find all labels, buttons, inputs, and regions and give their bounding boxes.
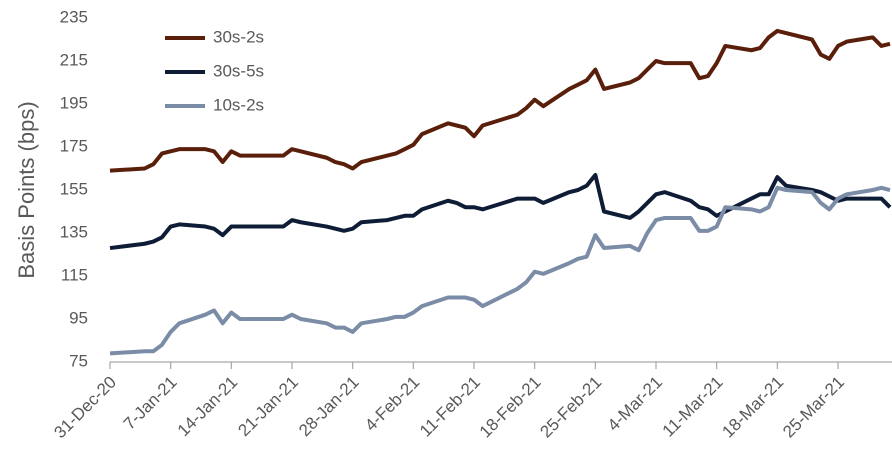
x-tick-label: 14-Jan-21 bbox=[174, 373, 242, 441]
legend-label: 30s-5s bbox=[213, 61, 264, 80]
x-tick-label: 25-Mar-21 bbox=[779, 373, 848, 442]
y-tick-label: 195 bbox=[60, 93, 88, 112]
y-tick-label: 175 bbox=[60, 136, 88, 155]
y-tick-label: 155 bbox=[60, 179, 88, 198]
x-tick-label: 4-Feb-21 bbox=[361, 373, 423, 435]
series-line bbox=[109, 28, 891, 173]
x-tick-label: 11-Feb-21 bbox=[416, 373, 484, 441]
x-tick-label: 28-Jan-21 bbox=[295, 373, 363, 441]
y-axis-label: Basis Points (bps) bbox=[14, 101, 39, 278]
y-tick-label: 135 bbox=[60, 222, 88, 241]
series-line bbox=[109, 185, 891, 356]
y-tick-label: 115 bbox=[61, 265, 88, 284]
x-tick-label: 18-Feb-21 bbox=[476, 373, 545, 442]
x-tick-label: 18-Mar-21 bbox=[718, 373, 787, 442]
x-tick-label: 7-Jan-21 bbox=[120, 373, 181, 434]
series-line bbox=[109, 172, 892, 251]
y-tick-label: 95 bbox=[69, 308, 88, 327]
y-tick-label: 235 bbox=[60, 7, 88, 26]
legend-label: 30s-2s bbox=[213, 27, 264, 46]
x-tick-label: 21-Jan-21 bbox=[234, 373, 302, 441]
legend-label: 10s-2s bbox=[213, 95, 264, 114]
y-tick-label: 75 bbox=[69, 351, 88, 370]
x-tick-label: 25-Feb-21 bbox=[536, 373, 605, 442]
x-tick-label: 11-Mar-21 bbox=[659, 373, 727, 441]
x-tick-label: 4-Mar-21 bbox=[604, 373, 666, 435]
y-tick-label: 215 bbox=[60, 50, 88, 69]
x-tick-label: 31-Dec-20 bbox=[50, 373, 120, 443]
